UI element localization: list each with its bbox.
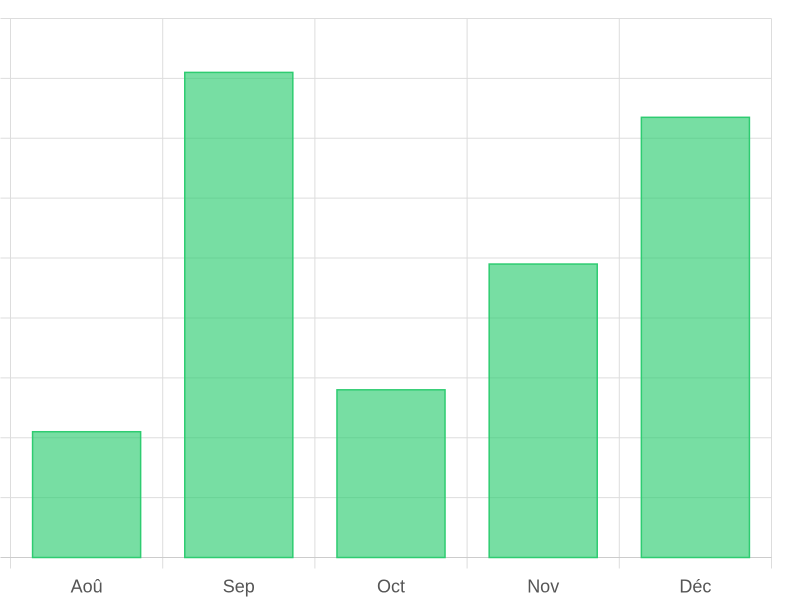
- x-tick-label: Nov: [527, 576, 559, 596]
- x-tick-label: Oct: [377, 576, 405, 596]
- bar: [336, 389, 446, 559]
- x-tick-label: Aoû: [71, 576, 103, 596]
- bar: [184, 71, 294, 559]
- bar: [31, 430, 142, 559]
- bar: [488, 263, 598, 559]
- bar: [640, 116, 751, 559]
- x-tick-label: Déc: [679, 576, 711, 596]
- x-tick-label: Sep: [223, 576, 255, 596]
